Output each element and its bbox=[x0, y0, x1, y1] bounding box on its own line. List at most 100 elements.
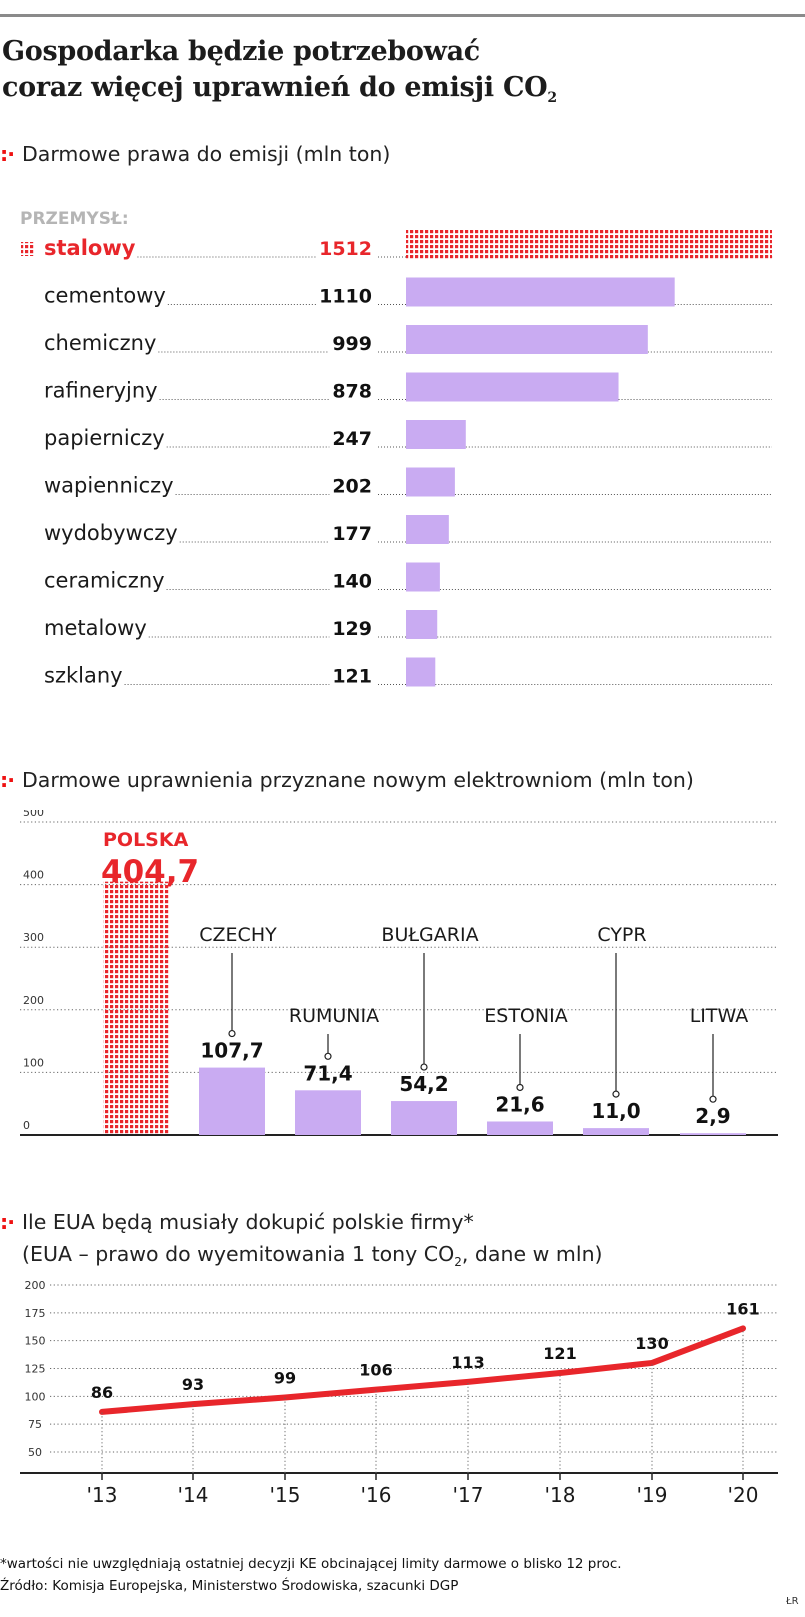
data-label: 106 bbox=[359, 1361, 392, 1380]
country-label: ESTONIA bbox=[484, 1005, 567, 1027]
bar-row-3: rafineryjny 878 bbox=[44, 372, 772, 403]
country-label: LITWA bbox=[690, 1005, 749, 1027]
category-label: rafineryjny bbox=[44, 379, 158, 403]
country-label: CYPR bbox=[597, 924, 646, 946]
value-label: 140 bbox=[332, 571, 372, 593]
section3-marker: :· bbox=[0, 1210, 15, 1234]
bar bbox=[199, 1067, 265, 1135]
title-line-1: Gospodarka będzie potrzebować bbox=[2, 36, 480, 67]
value-label: 71,4 bbox=[303, 1061, 352, 1085]
bar bbox=[406, 467, 455, 497]
bar-row-1: cementowy 1110 bbox=[44, 277, 772, 308]
x-tick-label: '17 bbox=[453, 1483, 484, 1507]
y-tick-label: 150 bbox=[25, 1335, 46, 1348]
bar bbox=[406, 277, 675, 307]
value-label: 247 bbox=[332, 428, 372, 450]
bar bbox=[295, 1090, 361, 1135]
section1-heading: :· Darmowe prawa do emisji (mln ton) bbox=[0, 140, 390, 168]
bar-row-2: chemiczny 999 bbox=[44, 325, 772, 355]
bar bbox=[406, 562, 440, 592]
category-label: cementowy bbox=[44, 284, 166, 308]
callout-dot bbox=[228, 1029, 236, 1038]
value-label: 878 bbox=[332, 381, 372, 403]
category-label: wapienniczy bbox=[44, 474, 174, 498]
author-signature: ŁR bbox=[786, 1596, 799, 1607]
category-label: wydobywczy bbox=[44, 521, 178, 545]
y-tick-label: 300 bbox=[23, 931, 44, 944]
value-label: 202 bbox=[332, 476, 372, 498]
section3-sub-a: (EUA – prawo do wyemitowania 1 tony CO bbox=[22, 1242, 455, 1266]
bar bbox=[406, 657, 436, 687]
bar-group-5: CYPR 11,0 bbox=[583, 924, 649, 1135]
chart-eua-purchases: 50 75 100 125 150 175 200 86 '13 93 '14 99 '15 106 '16… bbox=[20, 1279, 778, 1507]
value-label: 999 bbox=[332, 333, 372, 355]
x-tick-label: '20 bbox=[728, 1483, 759, 1507]
data-label: 121 bbox=[543, 1344, 576, 1363]
y-tick-label: 75 bbox=[28, 1418, 42, 1431]
section2-title: Darmowe uprawnienia przyznane nowym elek… bbox=[22, 768, 694, 792]
bar bbox=[680, 1133, 746, 1135]
value-label: 1110 bbox=[319, 286, 372, 308]
bar bbox=[583, 1128, 649, 1135]
chart-power-plants: 0 100 200 300 400 500 POLSKA 404,7 CZECHY 107,7 RU… bbox=[20, 810, 778, 1136]
bar bbox=[406, 230, 772, 259]
section1-title: Darmowe prawa do emisji (mln ton) bbox=[22, 142, 391, 166]
bar-row-7: ceramiczny 140 bbox=[44, 562, 772, 593]
y-tick-label: 125 bbox=[25, 1363, 46, 1376]
category-label: ceramiczny bbox=[44, 569, 165, 593]
category-label: metalowy bbox=[44, 616, 147, 640]
bar bbox=[406, 420, 466, 449]
bar bbox=[406, 515, 449, 544]
section3-title: Ile EUA będą musiały dokupić polskie fir… bbox=[22, 1210, 474, 1234]
country-label: BUŁGARIA bbox=[381, 924, 478, 946]
category-label: stalowy bbox=[44, 236, 136, 260]
title-line-2: coraz więcej uprawnień do emisji CO bbox=[2, 72, 548, 103]
x-tick-label: '14 bbox=[178, 1483, 209, 1507]
value-label: 177 bbox=[332, 523, 372, 545]
section2-marker: :· bbox=[0, 768, 15, 792]
bar-row-9: szklany 121 bbox=[44, 657, 772, 688]
title-subscript: 2 bbox=[547, 90, 557, 106]
bar bbox=[406, 610, 438, 639]
value-label: 404,7 bbox=[101, 854, 199, 890]
y-tick-label: 100 bbox=[25, 1390, 46, 1403]
y-tick-label: 500 bbox=[23, 810, 44, 819]
bar-row-0: stalowy 1512 bbox=[21, 230, 772, 260]
bar-row-5: wapienniczy 202 bbox=[44, 467, 772, 498]
callout-dot bbox=[709, 1095, 717, 1103]
data-label: 130 bbox=[635, 1334, 668, 1353]
bar-row-6: wydobywczy 177 bbox=[44, 515, 772, 545]
x-tick-label: '16 bbox=[361, 1483, 392, 1507]
category-label: szklany bbox=[44, 664, 123, 688]
value-label: 2,9 bbox=[695, 1104, 730, 1128]
section3-subheading: (EUA – prawo do wyemitowania 1 tony CO2,… bbox=[22, 1240, 603, 1276]
section2-heading: :· Darmowe uprawnienia przyznane nowym el… bbox=[0, 766, 694, 794]
data-label: 113 bbox=[451, 1353, 484, 1372]
section3-sub-b: , dane w mln) bbox=[461, 1242, 603, 1266]
series-line bbox=[99, 1325, 746, 1415]
data-label: 99 bbox=[274, 1368, 296, 1387]
callout-dot bbox=[612, 1090, 620, 1098]
section3-heading: :· Ile EUA będą musiały dokupić polskie f… bbox=[0, 1208, 474, 1236]
callout-dot bbox=[420, 1063, 428, 1071]
page-title: Gospodarka będzie potrzebować coraz więce… bbox=[2, 34, 802, 116]
x-tick-label: '18 bbox=[545, 1483, 576, 1507]
bar-group-0: POLSKA 404,7 bbox=[101, 829, 199, 1135]
value-label: 54,2 bbox=[399, 1072, 448, 1096]
data-label: 161 bbox=[726, 1299, 759, 1318]
callout-dot bbox=[516, 1083, 524, 1092]
bar-row-4: papierniczy 247 bbox=[44, 420, 772, 450]
category-label: papierniczy bbox=[44, 426, 165, 450]
y-tick-label: 200 bbox=[23, 994, 44, 1007]
group-label: PRZEMYSŁ: bbox=[20, 209, 129, 229]
y-tick-label: 0 bbox=[23, 1119, 30, 1132]
source-line: Źródło: Komisja Europejska, Ministerstwo… bbox=[0, 1578, 459, 1594]
value-label: 1512 bbox=[319, 238, 372, 260]
bar bbox=[487, 1121, 553, 1135]
value-label: 107,7 bbox=[200, 1039, 263, 1063]
bar-group-2: RUMUNIA 71,4 bbox=[289, 1005, 379, 1135]
y-tick-label: 175 bbox=[25, 1307, 46, 1320]
x-tick-label: '19 bbox=[637, 1483, 668, 1507]
value-label: 129 bbox=[332, 618, 372, 640]
bar bbox=[103, 881, 169, 1135]
